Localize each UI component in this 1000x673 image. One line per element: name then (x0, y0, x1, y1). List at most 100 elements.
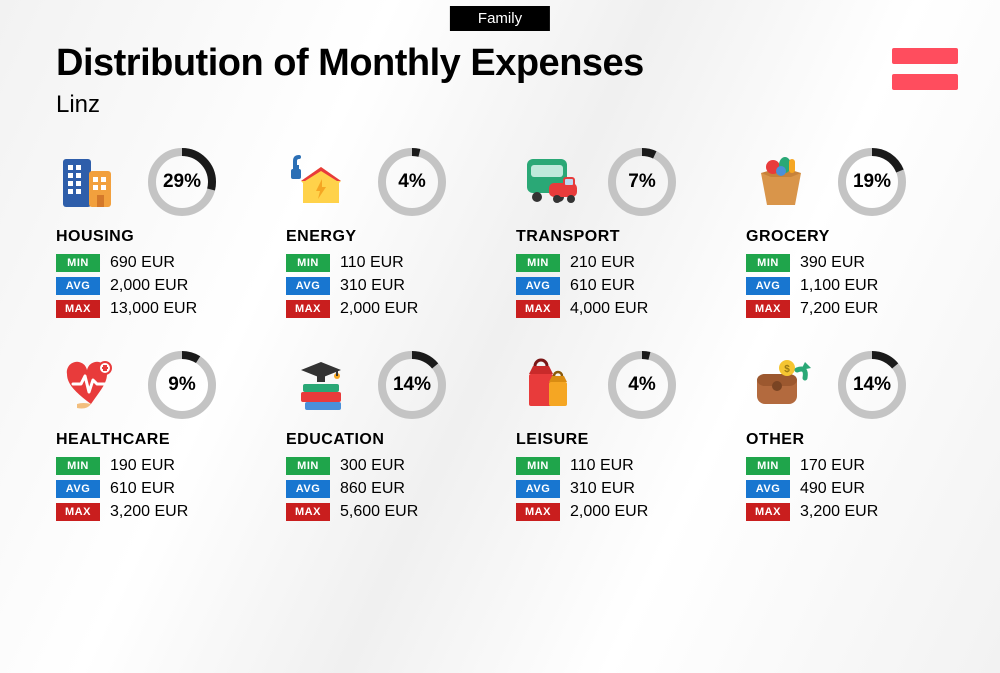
percent-ring: 14% (838, 351, 906, 419)
flag-stripe (892, 48, 958, 64)
max-row: MAX 3,200 EUR (56, 503, 268, 521)
max-row: MAX 3,200 EUR (746, 503, 958, 521)
min-amount: 110 EUR (340, 254, 404, 272)
max-amount: 13,000 EUR (110, 300, 197, 318)
avg-badge: AVG (286, 277, 330, 295)
category-name: HOUSING (56, 228, 268, 246)
min-row: MIN 170 EUR (746, 457, 958, 475)
header: Distribution of Monthly Expenses Linz (56, 42, 644, 119)
avg-badge: AVG (56, 480, 100, 498)
min-row: MIN 210 EUR (516, 254, 728, 272)
flag-stripe (892, 74, 958, 90)
category-card: 4% LEISURE MIN 110 EUR AVG 310 EUR MAX 2… (516, 351, 728, 526)
percent-label: 4% (378, 148, 446, 216)
percent-ring: 9% (148, 351, 216, 419)
min-amount: 190 EUR (110, 457, 175, 475)
education-icon (286, 353, 356, 417)
min-row: MIN 110 EUR (516, 457, 728, 475)
max-row: MAX 7,200 EUR (746, 300, 958, 318)
avg-badge: AVG (56, 277, 100, 295)
card-top: 14% (286, 351, 498, 419)
percent-label: 4% (608, 351, 676, 419)
avg-row: AVG 1,100 EUR (746, 277, 958, 295)
card-top: 7% (516, 148, 728, 216)
leisure-icon (516, 353, 586, 417)
energy-icon (286, 150, 356, 214)
transport-icon (516, 150, 586, 214)
max-row: MAX 13,000 EUR (56, 300, 268, 318)
card-top: 29% (56, 148, 268, 216)
max-badge: MAX (286, 503, 330, 521)
min-badge: MIN (286, 254, 330, 272)
card-top: 9% (56, 351, 268, 419)
city-name: Linz (56, 91, 644, 119)
min-row: MIN 110 EUR (286, 254, 498, 272)
min-amount: 110 EUR (570, 457, 634, 475)
min-amount: 300 EUR (340, 457, 405, 475)
percent-ring: 19% (838, 148, 906, 216)
max-row: MAX 2,000 EUR (286, 300, 498, 318)
min-badge: MIN (746, 254, 790, 272)
percent-label: 9% (148, 351, 216, 419)
percent-label: 19% (838, 148, 906, 216)
category-name: EDUCATION (286, 431, 498, 449)
avg-amount: 860 EUR (340, 480, 405, 498)
max-badge: MAX (286, 300, 330, 318)
avg-badge: AVG (286, 480, 330, 498)
avg-badge: AVG (516, 480, 560, 498)
min-amount: 690 EUR (110, 254, 175, 272)
percent-ring: 4% (608, 351, 676, 419)
avg-amount: 610 EUR (110, 480, 175, 498)
category-card: 29% HOUSING MIN 690 EUR AVG 2,000 EUR MA… (56, 148, 268, 323)
max-amount: 5,600 EUR (340, 503, 418, 521)
max-row: MAX 4,000 EUR (516, 300, 728, 318)
avg-amount: 490 EUR (800, 480, 865, 498)
percent-label: 14% (378, 351, 446, 419)
percent-ring: 14% (378, 351, 446, 419)
min-row: MIN 390 EUR (746, 254, 958, 272)
card-top: $ 14% (746, 351, 958, 419)
percent-label: 7% (608, 148, 676, 216)
category-name: ENERGY (286, 228, 498, 246)
category-name: LEISURE (516, 431, 728, 449)
avg-row: AVG 610 EUR (56, 480, 268, 498)
category-name: TRANSPORT (516, 228, 728, 246)
category-card: $ 14% OTHER MIN 170 EUR AVG 490 EUR MAX … (746, 351, 958, 526)
percent-ring: 29% (148, 148, 216, 216)
avg-badge: AVG (746, 277, 790, 295)
page-title: Distribution of Monthly Expenses (56, 42, 644, 85)
category-card: 9% HEALTHCARE MIN 190 EUR AVG 610 EUR MA… (56, 351, 268, 526)
avg-amount: 310 EUR (570, 480, 635, 498)
max-badge: MAX (56, 503, 100, 521)
max-row: MAX 5,600 EUR (286, 503, 498, 521)
max-row: MAX 2,000 EUR (516, 503, 728, 521)
min-badge: MIN (56, 457, 100, 475)
avg-amount: 610 EUR (570, 277, 635, 295)
min-row: MIN 690 EUR (56, 254, 268, 272)
category-name: OTHER (746, 431, 958, 449)
max-amount: 2,000 EUR (340, 300, 418, 318)
max-amount: 3,200 EUR (800, 503, 878, 521)
category-name: GROCERY (746, 228, 958, 246)
avg-row: AVG 860 EUR (286, 480, 498, 498)
healthcare-icon (56, 353, 126, 417)
avg-row: AVG 310 EUR (286, 277, 498, 295)
percent-label: 29% (148, 148, 216, 216)
flag-icon (892, 48, 958, 92)
avg-row: AVG 310 EUR (516, 480, 728, 498)
max-badge: MAX (516, 300, 560, 318)
percent-label: 14% (838, 351, 906, 419)
svg-text:$: $ (784, 364, 790, 375)
grocery-icon (746, 150, 816, 214)
avg-row: AVG 490 EUR (746, 480, 958, 498)
max-amount: 7,200 EUR (800, 300, 878, 318)
avg-amount: 310 EUR (340, 277, 405, 295)
min-badge: MIN (286, 457, 330, 475)
min-badge: MIN (746, 457, 790, 475)
max-badge: MAX (746, 300, 790, 318)
max-badge: MAX (516, 503, 560, 521)
category-card: 19% GROCERY MIN 390 EUR AVG 1,100 EUR MA… (746, 148, 958, 323)
min-row: MIN 190 EUR (56, 457, 268, 475)
min-badge: MIN (516, 254, 560, 272)
category-card: 4% ENERGY MIN 110 EUR AVG 310 EUR MAX 2,… (286, 148, 498, 323)
